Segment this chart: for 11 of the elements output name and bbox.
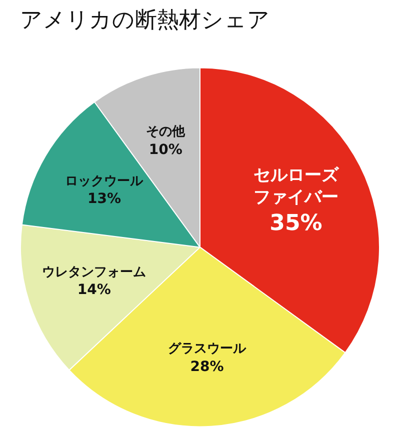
chart-title: アメリカの断熱材シェア [20,8,270,33]
slice-label: ロックウール [65,174,144,189]
slice-label: その他 [146,124,186,140]
data-label: 10% [148,142,182,158]
data-label: 13% [87,191,121,208]
slice-label: グラスウール [168,342,247,357]
slice-label: ウレタンフォーム [42,264,146,280]
data-label: 35% [270,211,322,236]
data-label: 14% [77,282,111,298]
slice-label: セルローズファイバー [253,166,340,208]
data-label: 28% [190,358,224,375]
